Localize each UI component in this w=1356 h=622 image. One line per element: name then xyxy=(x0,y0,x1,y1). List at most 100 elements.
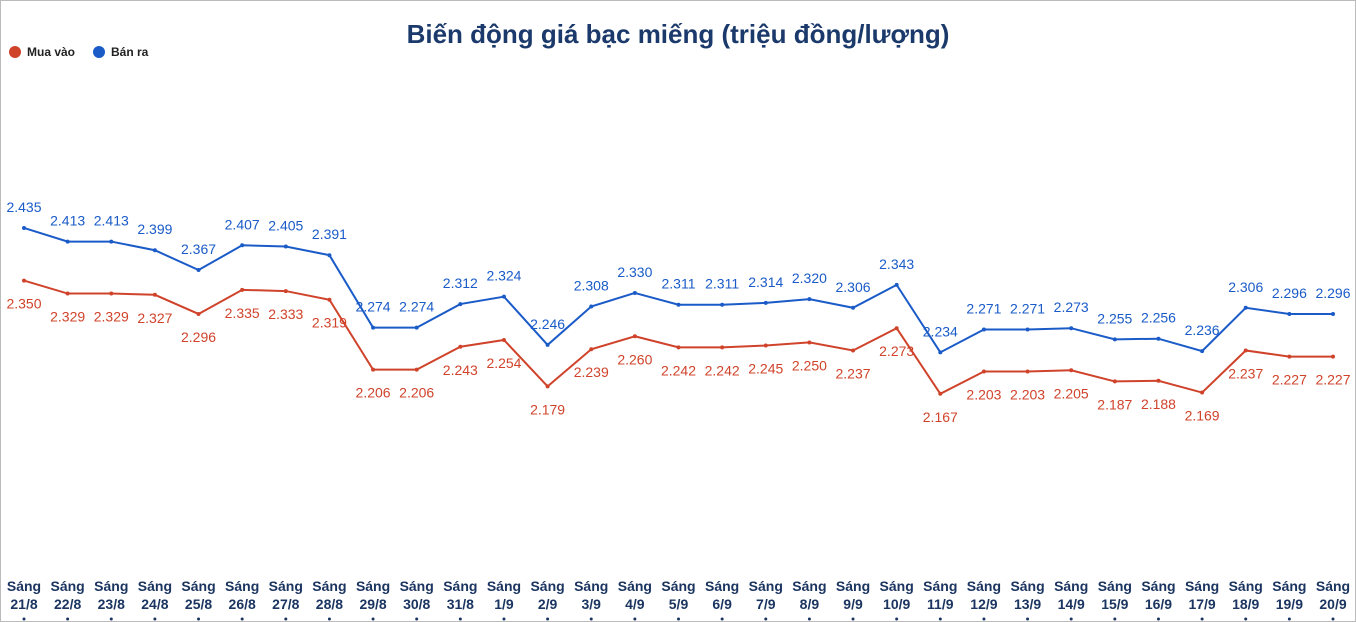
point xyxy=(327,297,332,302)
data-label: 2.329 xyxy=(94,309,129,325)
data-label: 2.308 xyxy=(574,278,609,294)
x-tick-label: Sáng 19/9 xyxy=(1272,578,1307,612)
data-label: 2.179 xyxy=(530,401,565,417)
point xyxy=(196,311,201,316)
x-tick-label: Sáng 10/9 xyxy=(879,578,914,612)
data-label: 2.391 xyxy=(312,226,347,242)
data-label: 2.167 xyxy=(923,409,958,425)
point xyxy=(240,287,245,292)
point xyxy=(589,304,594,309)
data-label: 2.242 xyxy=(661,362,696,378)
data-label: 2.169 xyxy=(1185,408,1220,424)
point xyxy=(1025,327,1030,332)
point xyxy=(458,344,463,349)
point xyxy=(1069,326,1074,331)
point xyxy=(763,343,768,348)
point xyxy=(1200,349,1205,354)
data-label: 2.203 xyxy=(966,387,1001,403)
x-tick-label: Sáng 17/9 xyxy=(1184,578,1220,612)
chart-title: Biến động giá bạc miếng (triệu đồng/lượn… xyxy=(406,19,950,49)
x-tick-label: Sáng 15/9 xyxy=(1097,578,1132,612)
legend-label: Mua vào xyxy=(27,45,76,59)
data-label: 2.306 xyxy=(1228,279,1263,295)
x-tick-label: Sáng 29/8 xyxy=(355,578,391,612)
x-tick-label: Sáng 20/9 xyxy=(1315,578,1351,612)
data-label: 2.413 xyxy=(94,213,129,229)
point xyxy=(22,278,26,283)
x-tick-label: Sáng 16/9 xyxy=(1141,578,1176,612)
legend-swatch xyxy=(9,46,21,58)
data-label: 2.296 xyxy=(1272,285,1307,301)
x-tick-dot xyxy=(589,617,593,621)
data-label: 2.273 xyxy=(879,343,914,359)
x-tick-dot xyxy=(327,617,331,621)
x-tick-dot xyxy=(197,617,201,621)
x-tick-label: Sáng 26/8 xyxy=(225,578,260,612)
point xyxy=(851,348,856,353)
data-label: 2.256 xyxy=(1141,310,1176,326)
data-label: 2.243 xyxy=(443,362,478,378)
point xyxy=(1287,354,1292,359)
data-label: 2.274 xyxy=(356,299,391,315)
point xyxy=(371,367,376,372)
x-tick-label: Sáng 2/9 xyxy=(530,578,565,612)
x-tick-dot xyxy=(1069,617,1073,621)
x-tick-label: Sáng 14/9 xyxy=(1054,578,1089,612)
point xyxy=(807,297,812,302)
x-tick-dot xyxy=(458,617,462,621)
point xyxy=(1112,379,1117,384)
x-tick-dot xyxy=(240,617,244,621)
x-tick-label: Sáng 11/9 xyxy=(923,578,958,612)
point xyxy=(676,302,681,307)
data-label: 2.237 xyxy=(1228,365,1263,381)
x-tick-dot xyxy=(66,617,70,621)
x-tick-dot xyxy=(938,617,942,621)
point xyxy=(545,384,550,389)
x-tick-dot xyxy=(720,617,724,621)
x-tick-dot xyxy=(502,617,506,621)
point xyxy=(894,326,899,331)
point xyxy=(1331,311,1335,316)
data-label: 2.350 xyxy=(6,296,41,312)
data-label: 2.343 xyxy=(879,256,914,272)
data-label: 2.333 xyxy=(268,306,303,322)
point xyxy=(22,225,26,230)
point xyxy=(851,305,856,310)
x-tick-label: Sáng 12/9 xyxy=(966,578,1002,612)
x-tick-label: Sáng 28/8 xyxy=(312,578,347,612)
data-label: 2.324 xyxy=(486,268,521,284)
data-label: 2.274 xyxy=(399,299,434,315)
data-label: 2.246 xyxy=(530,316,565,332)
data-label: 2.435 xyxy=(6,199,41,215)
point xyxy=(1156,378,1161,383)
data-label: 2.255 xyxy=(1097,310,1132,326)
data-label: 2.314 xyxy=(748,274,783,290)
data-label: 2.335 xyxy=(225,305,260,321)
point xyxy=(196,268,201,273)
x-tick-label: Sáng 4/9 xyxy=(617,578,652,612)
data-label: 2.203 xyxy=(1010,387,1045,403)
data-label: 2.320 xyxy=(792,270,827,286)
x-tick-label: Sáng 21/8 xyxy=(6,578,42,612)
point xyxy=(152,248,157,253)
data-label: 2.312 xyxy=(443,275,478,291)
point xyxy=(1243,348,1248,353)
data-label: 2.245 xyxy=(748,361,783,377)
point xyxy=(938,350,943,355)
data-label: 2.306 xyxy=(836,279,871,295)
data-label: 2.367 xyxy=(181,241,216,257)
data-label: 2.273 xyxy=(1054,299,1089,315)
data-label: 2.296 xyxy=(181,329,216,345)
point xyxy=(763,300,768,305)
point xyxy=(152,292,157,297)
x-tick-label: Sáng 13/9 xyxy=(1010,578,1045,612)
x-tick-dot xyxy=(1244,617,1248,621)
data-label: 2.242 xyxy=(705,362,740,378)
point xyxy=(720,302,725,307)
x-tick-label: Sáng 9/9 xyxy=(835,578,871,612)
point xyxy=(1069,368,1074,373)
x-tick-dot xyxy=(22,617,26,621)
point xyxy=(501,294,506,299)
point xyxy=(1331,354,1335,359)
